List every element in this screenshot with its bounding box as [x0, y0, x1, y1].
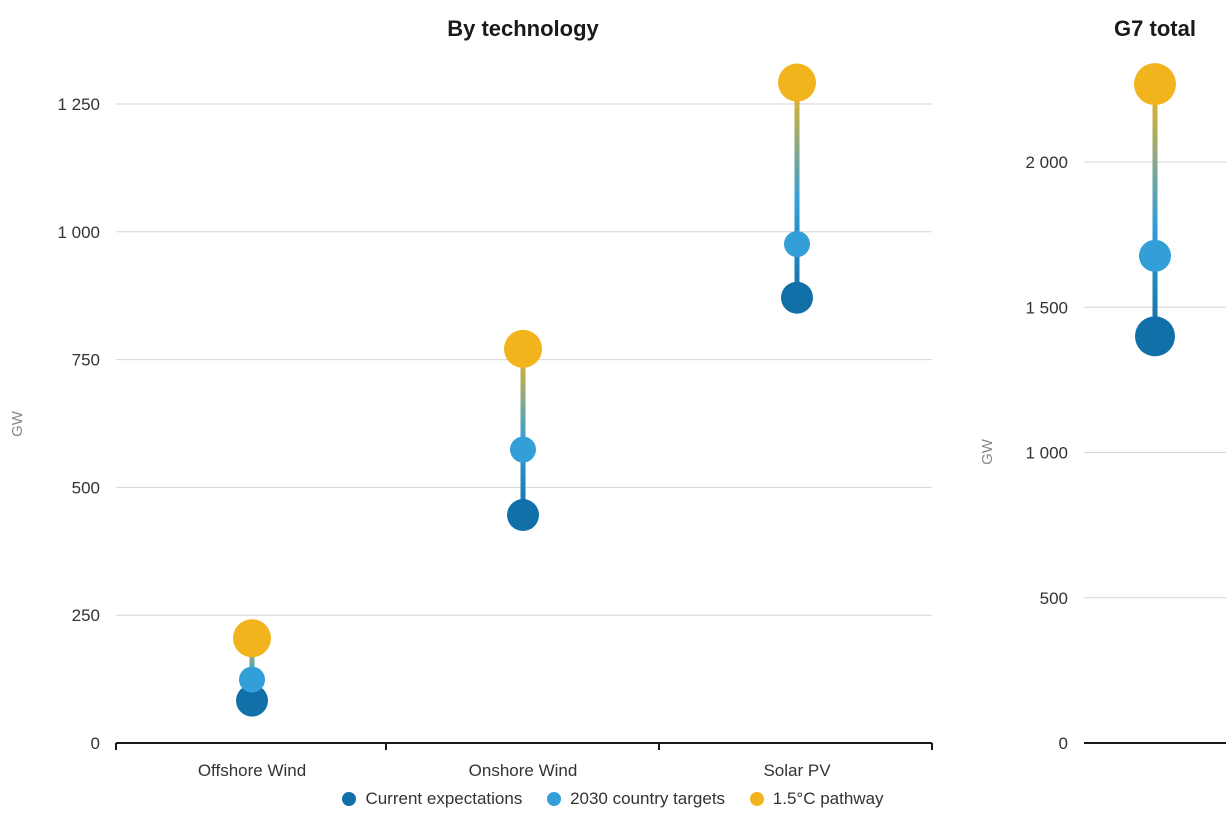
legend-label-current-expectations: Current expectations	[365, 789, 523, 808]
y-tick-label-g7: 1 000	[1025, 444, 1068, 463]
x-category-label-tech: Solar PV	[763, 761, 831, 780]
range-stem-g7	[1152, 84, 1158, 337]
y-tick-label-tech: 750	[72, 351, 100, 370]
y-tick-label-tech: 1 000	[57, 223, 100, 242]
range-stem-tech	[520, 348, 526, 516]
legend-swatch-pathway	[749, 792, 764, 806]
data-point-2030-country-targets-tech	[239, 666, 265, 693]
data-point-2030-country-targets-tech	[784, 231, 810, 258]
x-category-label-tech: Offshore Wind	[198, 761, 306, 780]
x-category-label-tech: Onshore Wind	[469, 761, 578, 780]
y-tick-label-tech: 500	[72, 478, 100, 497]
chart-title-g7: G7 total	[1114, 16, 1196, 41]
y-axis-label-tech: GW	[9, 410, 26, 437]
y-tick-label-g7: 500	[1040, 589, 1068, 608]
legend-item-country-targets: 2030 country targets	[547, 789, 725, 809]
legend-item-pathway: 1.5°C pathway	[749, 789, 884, 809]
data-point-current-expectations-tech	[507, 499, 539, 532]
data-point-current-expectations-tech	[781, 281, 813, 314]
y-tick-label-g7: 0	[1059, 734, 1068, 753]
legend-label-pathway: 1.5°C pathway	[772, 789, 884, 808]
legend-item-current-expectations: Current expectations	[342, 789, 522, 809]
data-point-2030-country-targets-g7	[1139, 239, 1171, 272]
range-stem-tech	[794, 82, 800, 298]
legend-swatch-current-expectations	[342, 792, 357, 806]
y-tick-label-tech: 250	[72, 606, 100, 625]
y-tick-label-tech: 1 250	[57, 95, 100, 114]
data-point-current-expectations-g7	[1135, 316, 1175, 357]
data-point-1-5-c-pathway-g7	[1134, 63, 1176, 106]
y-axis-label-g7: GW	[979, 438, 996, 465]
data-point-1-5-c-pathway-tech	[504, 329, 542, 368]
data-point-current-expectations-tech	[236, 684, 268, 717]
legend: Current expectations 2030 country target…	[0, 789, 1226, 811]
y-tick-label-g7: 1 500	[1025, 298, 1068, 317]
y-tick-label-tech: 0	[91, 734, 100, 753]
legend-swatch-country-targets	[547, 792, 562, 806]
data-point-1-5-c-pathway-tech	[778, 63, 816, 102]
legend-label-country-targets: 2030 country targets	[570, 789, 726, 808]
data-point-2030-country-targets-tech	[510, 436, 536, 463]
y-tick-label-g7: 2 000	[1025, 153, 1068, 172]
chart-title-tech: By technology	[447, 16, 599, 41]
data-point-1-5-c-pathway-tech	[233, 619, 271, 658]
